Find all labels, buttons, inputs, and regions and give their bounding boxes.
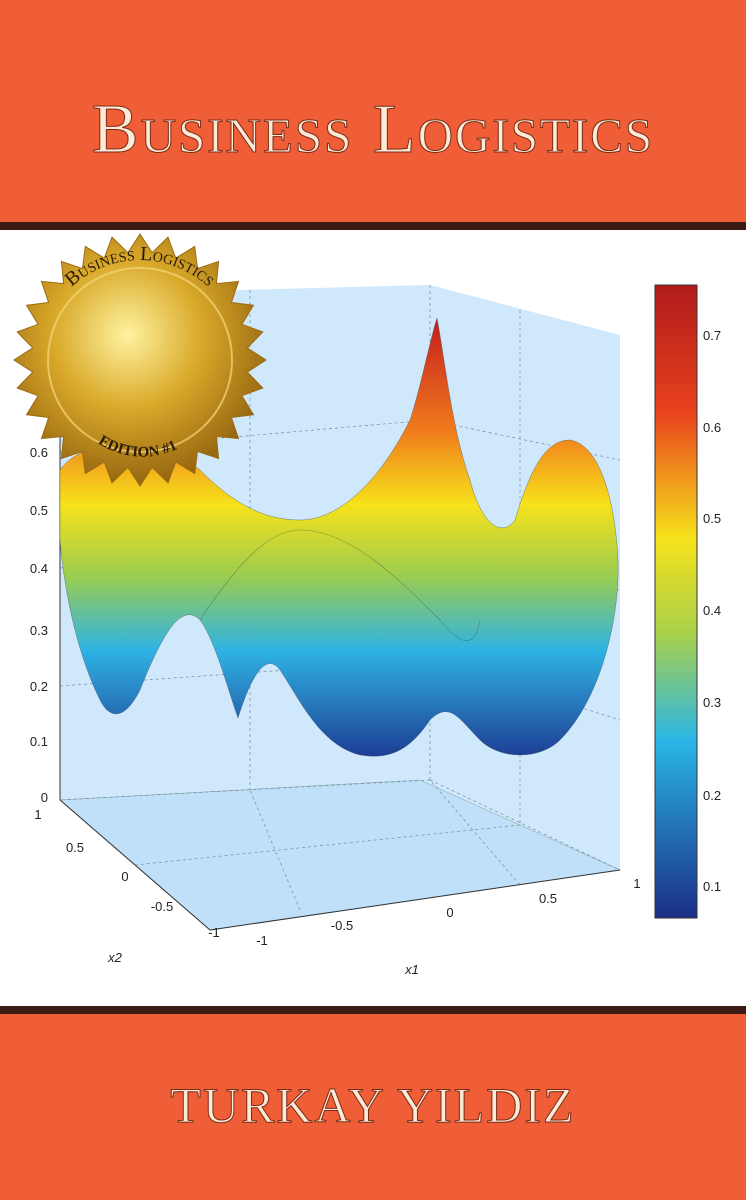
author: Turkay Yildiz: [170, 1077, 575, 1133]
colorbar-tick-label: 0.2: [703, 788, 721, 803]
colorbar-tick-label: 0.6: [703, 420, 721, 435]
x2-tick-label: 1: [34, 807, 41, 822]
z-tick-label: 0.1: [30, 734, 48, 749]
z-tick-label: 0.4: [30, 561, 48, 576]
colorbar-tick-label: 0.1: [703, 879, 721, 894]
z-tick-label: 0.2: [30, 679, 48, 694]
x2-tick-label: -0.5: [151, 899, 173, 914]
x1-axis-label: x1: [404, 962, 419, 977]
x2-tick-label: 0.5: [66, 840, 84, 855]
x1-tick-label: 1: [633, 876, 640, 891]
z-tick-label: 0.5: [30, 503, 48, 518]
colorbar-tick-label: 0.5: [703, 511, 721, 526]
colorbar: [654, 284, 698, 919]
x1-tick-label: 0.5: [539, 891, 557, 906]
x1-tick-label: -0.5: [331, 918, 353, 933]
surface-fold: [199, 529, 481, 641]
colorbar-tick-label: 0.7: [703, 328, 721, 343]
book-title: Business Logistics: [92, 91, 654, 168]
bottom-band: [0, 1014, 746, 1200]
z-tick-label: 0: [41, 790, 48, 805]
x2-tick-label: -1: [208, 925, 220, 940]
bottom-rule: [0, 1006, 746, 1014]
z-tick-label: 0.6: [30, 445, 48, 460]
z-tick-label: 0.3: [30, 623, 48, 638]
x1-tick-label: 0: [446, 905, 453, 920]
colorbar-tick-label: 0.4: [703, 603, 721, 618]
seal: Business Logistics Edition #1: [13, 233, 267, 487]
x2-tick-label: 0: [121, 869, 128, 884]
top-rule: [0, 222, 746, 230]
top-band: [0, 0, 746, 222]
x2-axis-label: x2: [107, 950, 123, 965]
colorbar-tick-label: 0.3: [703, 695, 721, 710]
x1-tick-label: -1: [256, 933, 268, 948]
